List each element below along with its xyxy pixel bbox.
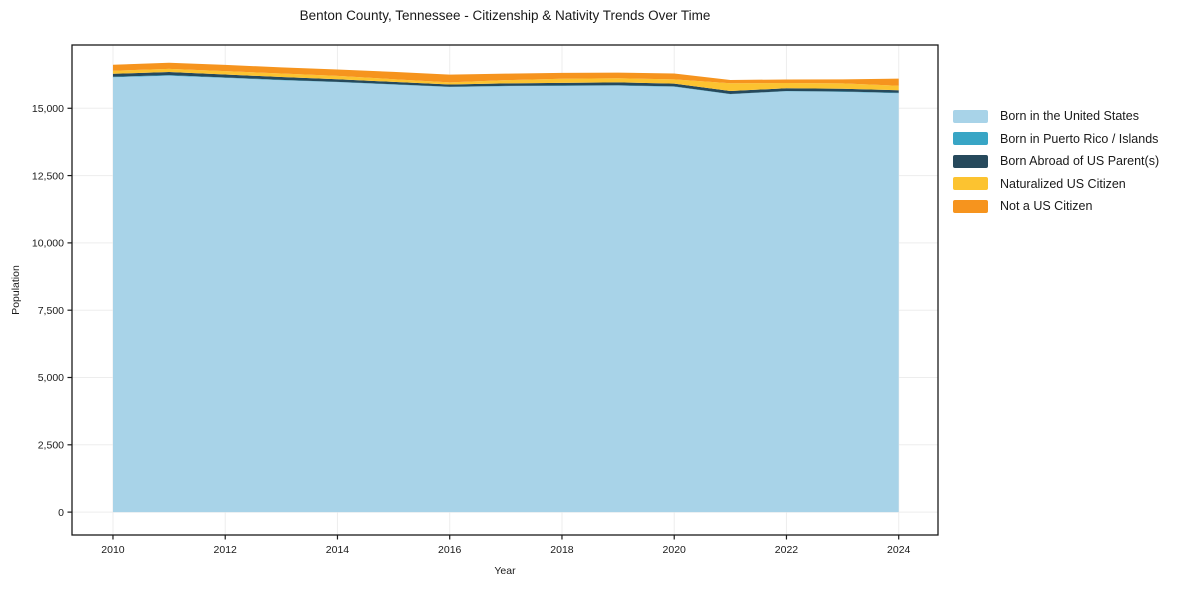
x-tick-label: 2020 [663, 544, 687, 556]
y-axis-title: Population [10, 265, 22, 315]
x-tick-label: 2010 [101, 544, 125, 556]
legend: Born in the United States Born in Puerto … [953, 108, 1159, 221]
legend-item: Born in the United States [953, 108, 1159, 124]
y-tick-label: 5,000 [38, 372, 64, 384]
x-axis-title: Year [494, 565, 516, 577]
area-series-not-a-us-citizen [112, 62, 899, 86]
legend-item: Not a US Citizen [953, 198, 1159, 214]
legend-swatch [953, 154, 988, 168]
y-tick-label: 0 [58, 507, 64, 519]
legend-item: Naturalized US Citizen [953, 176, 1159, 192]
y-tick-label: 15,000 [32, 103, 64, 115]
stacked-areas [112, 62, 899, 513]
legend-label: Naturalized US Citizen [1000, 176, 1126, 191]
chart-title: Benton County, Tennessee - Citizenship &… [299, 8, 711, 23]
legend-swatch [953, 132, 988, 145]
legend-swatch [953, 109, 988, 123]
plot-border [71, 44, 939, 536]
y-tick-label: 7,500 [38, 305, 64, 317]
area-series-born-abroad-of-us-parent-s- [112, 72, 899, 94]
legend-label: Not a US Citizen [1000, 199, 1093, 213]
x-tick-label: 2014 [326, 544, 350, 556]
legend-swatch [953, 199, 988, 213]
x-tick-label: 2016 [438, 544, 462, 556]
x-tick-label: 2018 [550, 544, 574, 556]
x-tick-label: 2012 [214, 544, 238, 556]
legend-label: Born in the United States [1000, 109, 1139, 123]
legend-label: Born in Puerto Rico / Islands [1000, 131, 1159, 146]
legend-swatch [953, 177, 988, 190]
x-tick-label: 2022 [775, 544, 799, 556]
area-series-naturalized-us-citizen [112, 68, 899, 92]
x-tick-label: 2024 [887, 544, 911, 556]
y-tick-label: 12,500 [32, 170, 64, 182]
y-tick-label: 2,500 [38, 440, 64, 452]
legend-label: Born Abroad of US Parent(s) [1000, 154, 1160, 168]
axes: 2010 2012 2014 2016 2018 2020 2022 2024 0 2,500 5,… [32, 103, 911, 556]
area-series-born-in-the-united-states [112, 75, 899, 513]
legend-item: Born in Puerto Rico / Islands [953, 131, 1159, 147]
y-tick-label: 10,000 [32, 238, 64, 250]
legend-item: Born Abroad of US Parent(s) [953, 153, 1159, 169]
